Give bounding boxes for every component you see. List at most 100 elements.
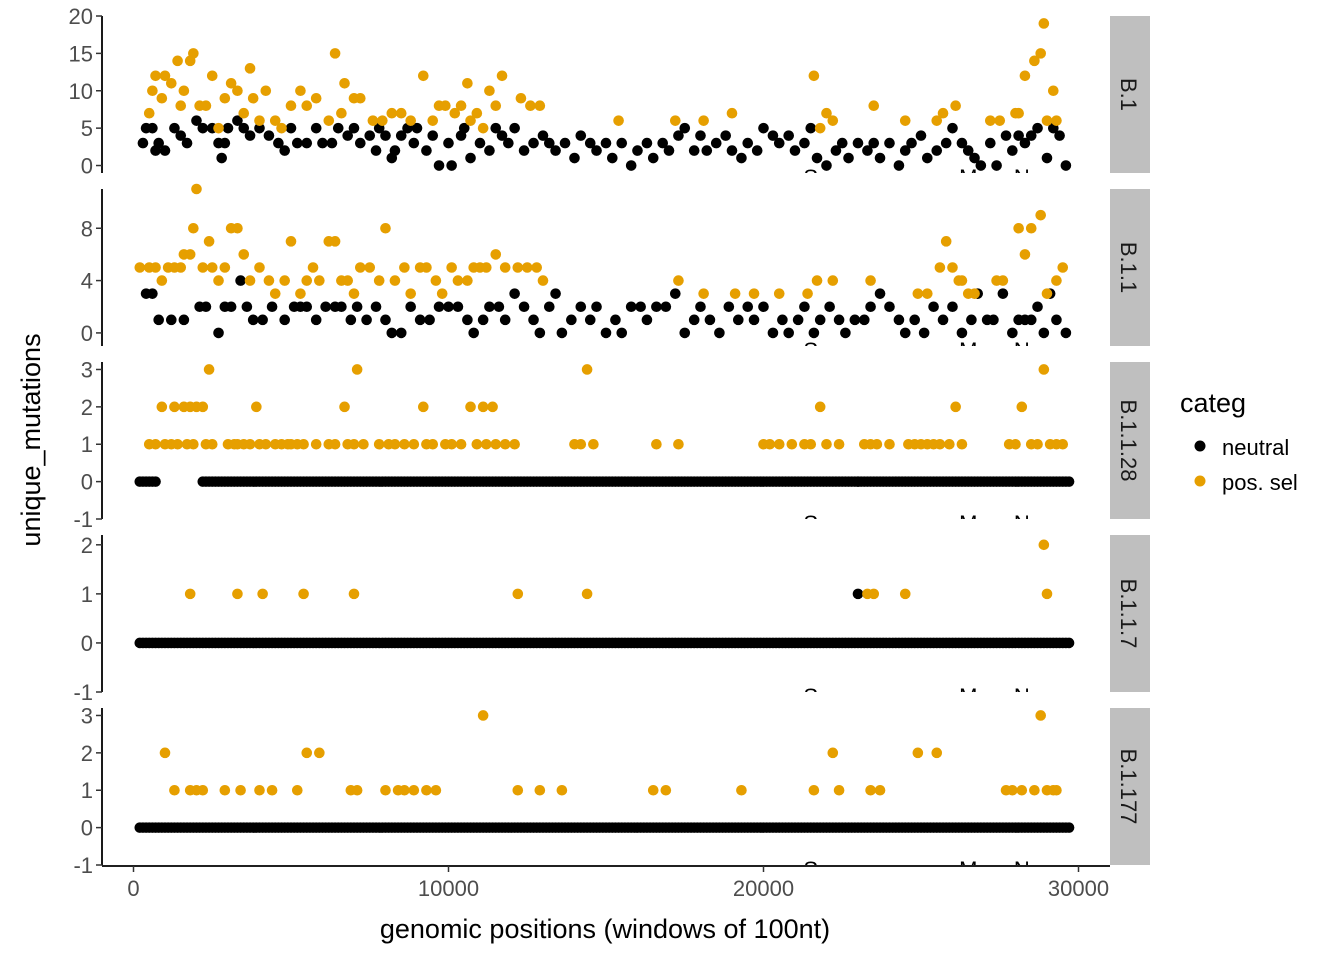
data-point bbox=[175, 130, 187, 141]
data-point bbox=[191, 183, 202, 195]
data-point bbox=[836, 137, 848, 149]
y-tick-label: 15 bbox=[69, 41, 93, 66]
data-point bbox=[512, 588, 524, 600]
gene-label: N bbox=[1014, 511, 1030, 536]
data-point bbox=[430, 275, 442, 286]
y-tick-label: 0 bbox=[81, 321, 93, 346]
data-point bbox=[657, 137, 668, 149]
data-point bbox=[169, 784, 180, 796]
data-point bbox=[1019, 249, 1031, 260]
data-point bbox=[849, 314, 861, 326]
y-tick-label: 0 bbox=[81, 816, 93, 841]
data-point bbox=[310, 314, 322, 326]
data-point bbox=[490, 249, 502, 260]
gene-label: S bbox=[803, 857, 818, 882]
data-point bbox=[641, 314, 653, 326]
data-point bbox=[1019, 137, 1031, 149]
data-point bbox=[496, 130, 508, 141]
data-point bbox=[833, 314, 845, 326]
data-point bbox=[446, 262, 457, 273]
data-point bbox=[670, 288, 681, 299]
data-point bbox=[821, 107, 832, 119]
data-point bbox=[285, 236, 297, 247]
data-point bbox=[688, 145, 700, 156]
data-point bbox=[206, 438, 218, 450]
data-point bbox=[386, 327, 398, 339]
data-point bbox=[263, 130, 275, 141]
data-point bbox=[292, 137, 303, 149]
data-point bbox=[247, 314, 259, 326]
data-point bbox=[159, 747, 171, 759]
data-point bbox=[673, 130, 684, 141]
y-tick-label: 3 bbox=[81, 357, 93, 382]
y-tick-label: 8 bbox=[81, 216, 93, 241]
data-point bbox=[512, 784, 524, 796]
data-point bbox=[405, 288, 417, 299]
data-point bbox=[1032, 301, 1043, 313]
data-point bbox=[764, 438, 776, 450]
data-point bbox=[808, 70, 820, 82]
data-point bbox=[975, 160, 987, 171]
data-point bbox=[225, 301, 237, 313]
data-point bbox=[1025, 222, 1037, 234]
data-point bbox=[414, 314, 426, 326]
y-tick-label: -1 bbox=[73, 507, 93, 532]
data-point bbox=[509, 288, 520, 299]
data-point bbox=[273, 137, 284, 149]
data-point bbox=[364, 130, 376, 141]
series-neutral bbox=[134, 476, 1075, 487]
data-point bbox=[537, 130, 549, 141]
data-point bbox=[985, 137, 996, 149]
data-point bbox=[361, 314, 372, 326]
data-point bbox=[153, 137, 164, 149]
data-point bbox=[742, 137, 754, 149]
data-point bbox=[575, 438, 587, 450]
data-point bbox=[871, 438, 883, 450]
data-point bbox=[991, 160, 1002, 171]
data-point bbox=[200, 100, 212, 112]
data-point bbox=[348, 588, 360, 600]
data-point bbox=[254, 115, 265, 126]
facet-strip bbox=[1110, 189, 1150, 346]
data-point bbox=[660, 301, 672, 313]
data-point bbox=[969, 152, 980, 164]
data-point bbox=[225, 77, 237, 89]
data-point bbox=[1013, 107, 1024, 119]
data-point bbox=[1016, 784, 1028, 796]
data-point bbox=[695, 301, 706, 313]
data-point bbox=[172, 438, 183, 450]
data-point bbox=[736, 152, 747, 164]
data-point bbox=[1007, 145, 1018, 156]
data-point bbox=[219, 137, 231, 149]
data-point bbox=[380, 314, 391, 326]
data-point bbox=[455, 100, 467, 112]
data-point bbox=[830, 145, 842, 156]
data-point bbox=[726, 107, 738, 119]
data-point bbox=[200, 301, 212, 313]
data-point bbox=[625, 160, 637, 171]
data-point bbox=[380, 130, 391, 141]
legend-label-neutral: neutral bbox=[1222, 435, 1289, 460]
data-point bbox=[673, 275, 684, 286]
data-point bbox=[465, 115, 476, 126]
data-point bbox=[147, 122, 158, 134]
data-point bbox=[588, 438, 599, 450]
data-point bbox=[449, 107, 461, 119]
data-point bbox=[257, 588, 268, 600]
data-point bbox=[351, 784, 363, 796]
data-point bbox=[512, 262, 524, 273]
data-point bbox=[906, 137, 917, 149]
data-point bbox=[556, 784, 568, 796]
data-point bbox=[418, 70, 429, 82]
data-point bbox=[408, 784, 420, 796]
data-point bbox=[937, 314, 949, 326]
data-point bbox=[329, 236, 341, 247]
data-point bbox=[468, 327, 480, 339]
data-point bbox=[298, 588, 309, 600]
facet-strip-label: B.1.1.7 bbox=[1116, 579, 1141, 649]
data-point bbox=[477, 710, 489, 721]
data-point bbox=[997, 288, 1009, 299]
data-point bbox=[663, 145, 675, 156]
data-point bbox=[607, 152, 618, 164]
y-tick-label: -1 bbox=[73, 853, 93, 878]
